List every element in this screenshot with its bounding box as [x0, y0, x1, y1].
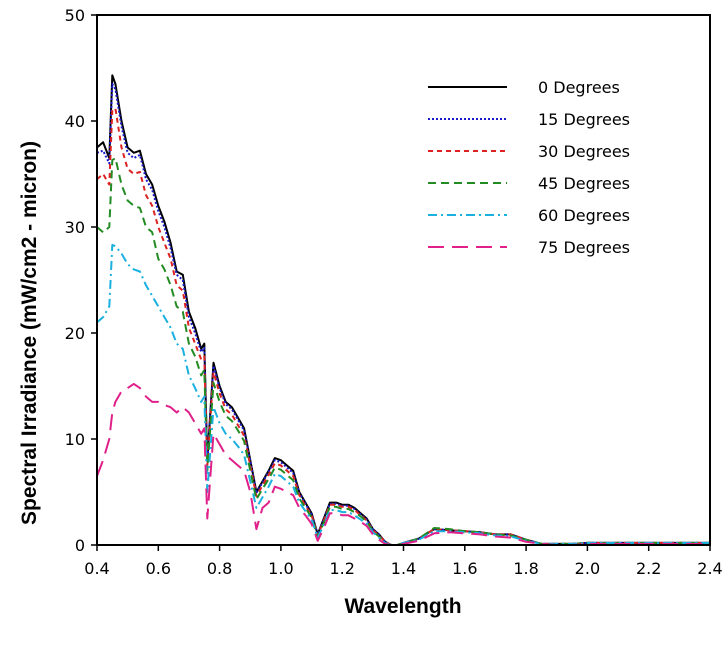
legend-label: 45 Degrees — [538, 174, 630, 193]
x-tick-label: 0.4 — [84, 559, 109, 578]
y-tick-label: 30 — [65, 218, 85, 237]
x-tick-label: 1.4 — [391, 559, 416, 578]
legend-label: 60 Degrees — [538, 206, 630, 225]
series-layer — [96, 74, 710, 546]
x-tick-label: 1.8 — [513, 559, 538, 578]
x-axis-title: Wavelength — [344, 595, 461, 618]
series-line-45-degrees — [96, 157, 710, 546]
x-tick-label: 2.0 — [575, 559, 600, 578]
series-line-60-degrees — [96, 244, 710, 546]
legend-label: 0 Degrees — [538, 78, 620, 97]
y-tick-label: 40 — [65, 112, 85, 131]
y-tick-label: 0 — [75, 536, 85, 555]
x-tick-label: 0.8 — [207, 559, 232, 578]
legend-label: 30 Degrees — [538, 142, 630, 161]
axes-layer: 0.4 0.6 0.8 1.0 1.2 1.4 1.6 1.8 2.0 2.2 2.4 0 10 20 30… — [65, 6, 723, 578]
x-tick-label: 0.6 — [146, 559, 171, 578]
legend-label: 75 Degrees — [538, 238, 630, 257]
legend: 0 Degrees 15 Degrees 30 Degrees 45 Degrees 6… — [428, 78, 630, 257]
y-tick-label: 50 — [65, 6, 85, 25]
legend-label: 15 Degrees — [538, 110, 630, 129]
x-tick-label: 2.4 — [697, 559, 722, 578]
x-tick-label: 2.2 — [636, 559, 661, 578]
y-axis-title: Spectral Irradiance (mW/cm2 - micron) — [18, 141, 41, 525]
x-tick-label: 1.0 — [268, 559, 293, 578]
x-tick-label: 1.6 — [452, 559, 477, 578]
y-tick-label: 10 — [65, 430, 85, 449]
y-tick-label: 20 — [65, 324, 85, 343]
x-tick-label: 1.2 — [329, 559, 354, 578]
series-line-75-degrees — [96, 382, 710, 546]
